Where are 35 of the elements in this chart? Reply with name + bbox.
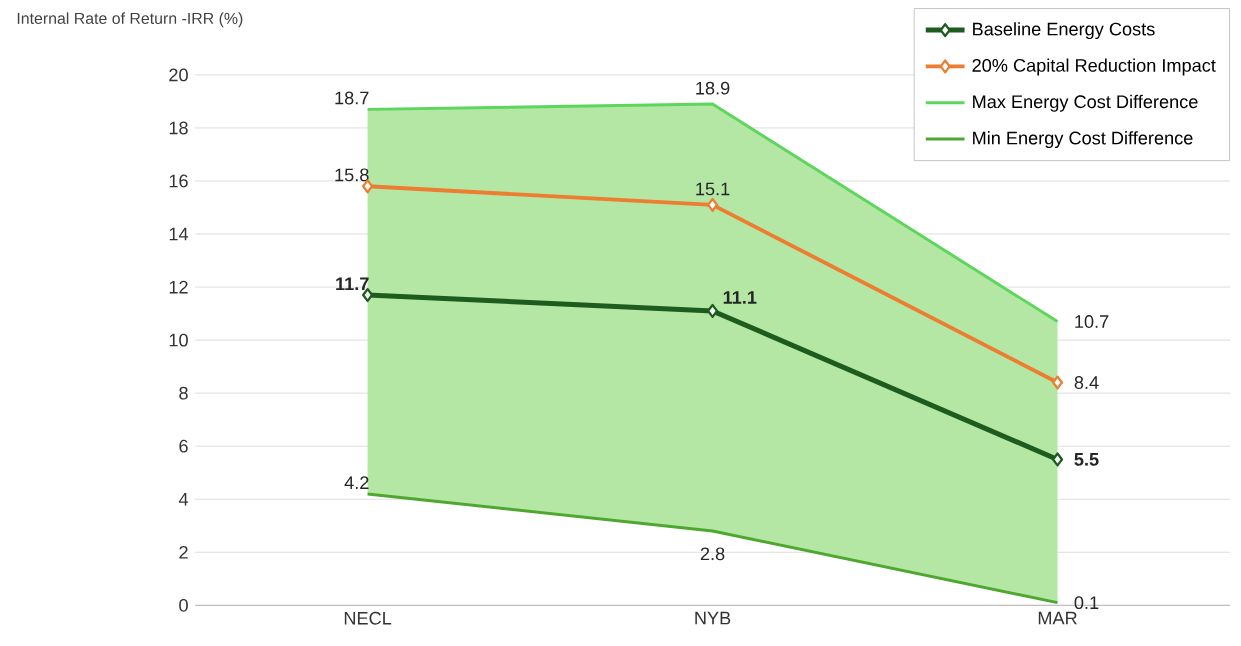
- data-label: 0.1: [1074, 596, 1099, 610]
- point: [706, 303, 719, 318]
- y-tick-label: 4: [178, 492, 189, 506]
- y-tick-label: 2: [179, 545, 188, 559]
- data-label: 11.7: [336, 277, 369, 291]
- y-tick-label: 6: [179, 439, 188, 453]
- data-label: 15.1: [696, 182, 730, 196]
- y-tick-label: 0: [179, 598, 188, 612]
- legend-label: Baseline Energy Costs: [973, 22, 1155, 40]
- y-tick-label: 8: [179, 386, 188, 400]
- data-label: 15.8: [335, 168, 369, 182]
- point: [1051, 375, 1064, 390]
- x-tick-label: MAR: [1038, 611, 1077, 625]
- data-label: 11.1: [723, 291, 757, 304]
- data-label: 5.5: [1074, 453, 1099, 466]
- data-label: 18.7: [335, 91, 369, 105]
- data-label: 2.8: [700, 547, 725, 561]
- y-tick-label: 10: [169, 333, 188, 347]
- y-tick-label: 18: [169, 121, 188, 135]
- y-axis-title: Internal Rate of Return -IRR (%): [17, 12, 243, 28]
- legend-label: Min Energy Cost Difference: [973, 131, 1193, 149]
- y-tick-label: 12: [169, 280, 188, 294]
- legend-label: 20% Capital Reduction Impact: [972, 58, 1216, 76]
- data-label: 8.4: [1074, 376, 1099, 389]
- legend-label: Max Energy Cost Difference: [973, 94, 1198, 112]
- data-label: 18.9: [696, 81, 730, 95]
- y-tick-label: 14: [169, 227, 189, 241]
- data-label: 4.2: [344, 476, 369, 489]
- y-tick-label: 20: [169, 68, 188, 82]
- point: [706, 197, 719, 212]
- data-label: 10.7: [1075, 315, 1109, 328]
- x-tick-label: NECL: [344, 611, 392, 625]
- point: [1051, 452, 1064, 467]
- x-tick-label: NYB: [695, 611, 731, 625]
- y-tick-label: 16: [169, 174, 188, 188]
